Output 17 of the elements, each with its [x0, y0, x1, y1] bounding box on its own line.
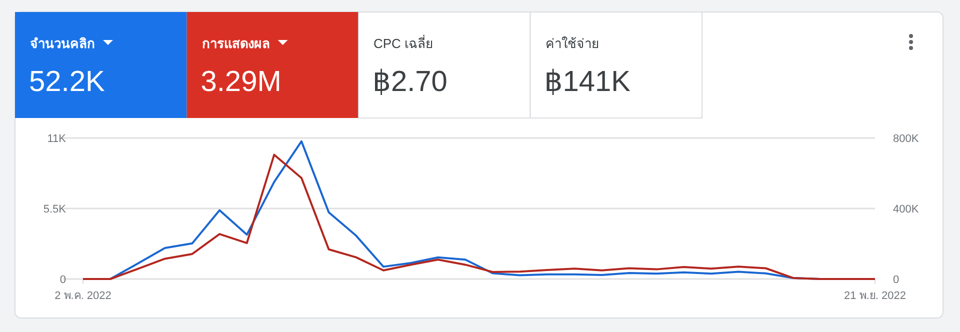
y-tick-label: 5.5K — [43, 204, 67, 216]
y-tick-label: 0 — [60, 274, 66, 286]
category-label: CPC เฉลี่ย — [374, 35, 434, 51]
category-label: การแสดงผล — [202, 36, 270, 51]
x-tick-label: 21 พ.ย. 2022 — [844, 290, 906, 302]
y2-tick-label: 800K — [893, 133, 920, 145]
text: 52.2K — [29, 66, 105, 98]
y2-tick-label: 0 — [893, 274, 900, 286]
text: ฿141K — [544, 66, 630, 98]
y2-tick-label: 400K — [893, 204, 920, 216]
category-label: ค่าใช้จ่าย — [545, 36, 600, 51]
y-tick-label: 11K — [47, 133, 67, 145]
text: 3.29M — [200, 66, 282, 98]
category-label: จำนวนคลิก — [30, 36, 95, 51]
text: ฿2.70 — [372, 66, 448, 98]
line-series — [82, 154, 876, 280]
x-tick-label: 2 พ.ค. 2022 — [54, 290, 112, 302]
